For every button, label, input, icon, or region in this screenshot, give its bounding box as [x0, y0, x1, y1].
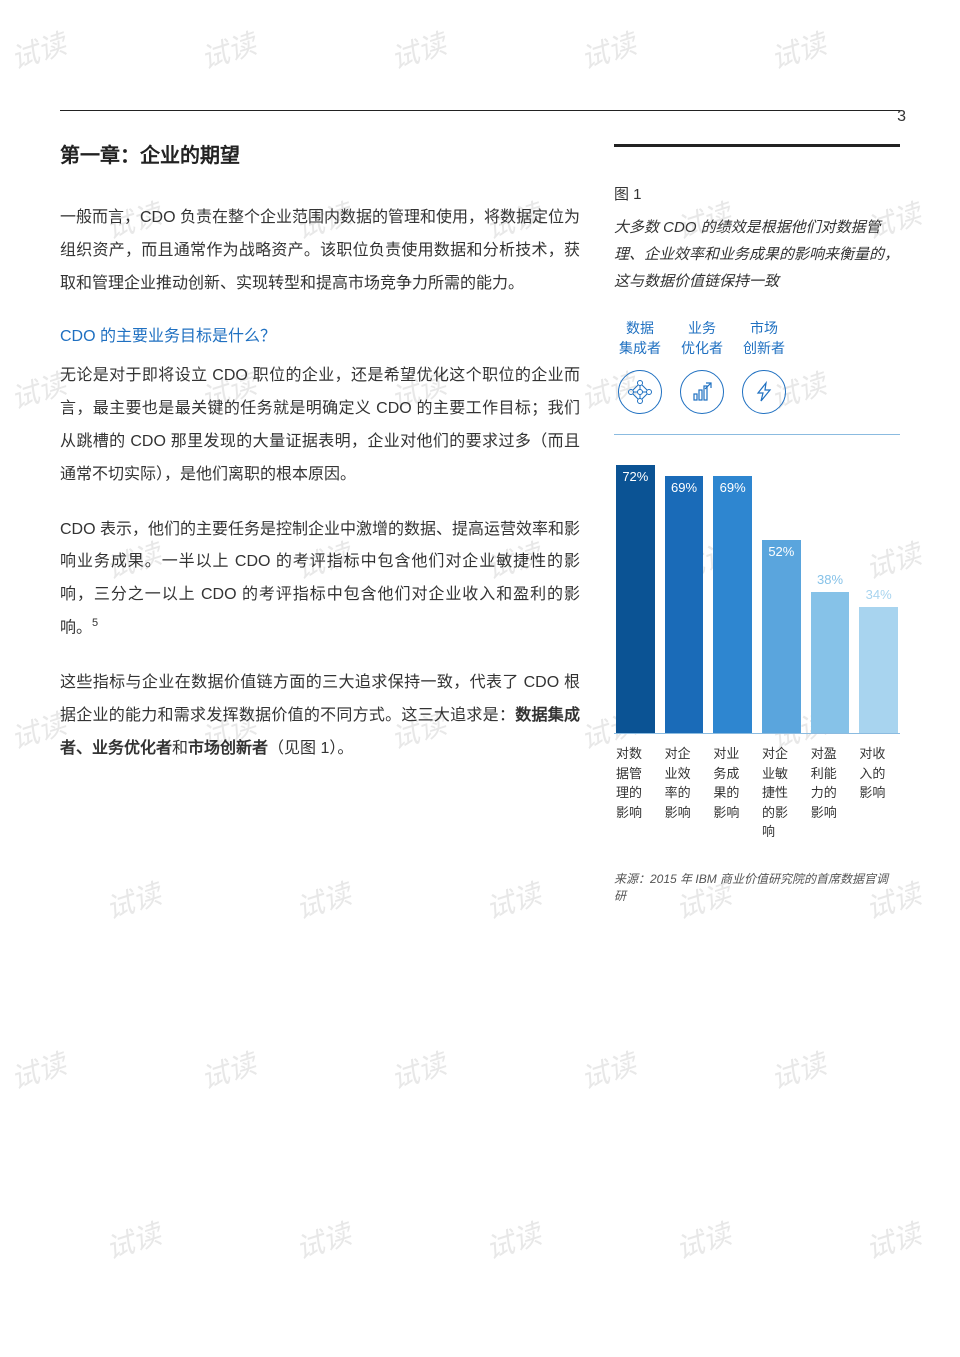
bar-chart: 72%69%69%52%38%34% [614, 434, 900, 734]
watermark: 试读 [765, 1042, 831, 1097]
bar-value-label: 38% [811, 572, 850, 587]
x-axis-label: 对业务成果的影响 [713, 744, 752, 842]
legend-item: 业务优化者 [680, 319, 724, 358]
chart-bar-column: 34% [859, 435, 898, 733]
watermark: 试读 [100, 1212, 166, 1267]
body-paragraph-3: 这些指标与企业在数据价值链方面的三大追求保持一致，代表了 CDO 根据企业的能力… [60, 667, 580, 765]
figure-caption: 大多数 CDO 的绩效是根据他们对数据管理、企业效率和业务成果的影响来衡量的，这… [614, 214, 900, 295]
body-text: 和 [172, 740, 188, 757]
watermark: 试读 [860, 1212, 926, 1267]
chart-bar: 38% [811, 592, 850, 734]
watermark: 试读 [670, 1212, 736, 1267]
body-paragraph-2: CDO 表示，他们的主要任务是控制企业中激增的数据、提高运营效率和影响业务成果。… [60, 514, 580, 646]
chart-x-labels: 对数据管理的影响对企业效率的影响对业务成果的影响对企业敏捷性的影响对盈利能力的影… [614, 744, 900, 842]
body-paragraph-1: 无论是对于即将设立 CDO 职位的企业，还是希望优化这个职位的企业而言，最主要也… [60, 360, 580, 491]
legend-icons [614, 370, 900, 414]
body-text: 这些指标与企业在数据价值链方面的三大追求保持一致，代表了 CDO 根据企业的能力… [60, 674, 580, 724]
bar-value-label: 52% [762, 544, 801, 559]
body-text: （见图 1）。 [268, 740, 353, 757]
legend-item: 市场创新者 [742, 319, 786, 358]
footnote-ref: 5 [92, 617, 98, 629]
watermark: 试读 [385, 1042, 451, 1097]
section-subhead: CDO 的主要业务目标是什么？ [60, 322, 580, 346]
chart-bar: 72% [616, 465, 655, 733]
chart-bar-column: 72% [616, 435, 655, 733]
chapter-title: 第一章：企业的期望 [60, 139, 580, 168]
x-axis-label: 对数据管理的影响 [616, 744, 655, 842]
growth-chart-icon [680, 370, 724, 414]
chart-bar-column: 52% [762, 435, 801, 733]
watermark: 试读 [480, 1212, 546, 1267]
page-number: 3 [897, 108, 906, 126]
intro-paragraph: 一般而言，CDO 负责在整个企业范围内数据的管理和使用，将数据定位为组织资产，而… [60, 202, 580, 300]
watermark: 试读 [5, 1042, 71, 1097]
watermark: 试读 [195, 1042, 261, 1097]
page-content: 3 第一章：企业的期望 一般而言，CDO 负责在整个企业范围内数据的管理和使用，… [0, 0, 960, 964]
chart-bar: 52% [762, 540, 801, 734]
chart-bar: 69% [713, 476, 752, 733]
emphasis-text: 市场创新者 [188, 740, 268, 757]
figure-column: 图 1 大多数 CDO 的绩效是根据他们对数据管理、企业效率和业务成果的影响来衡… [614, 139, 900, 904]
figure-label: 图 1 [614, 183, 900, 204]
x-axis-label: 对企业效率的影响 [665, 744, 704, 842]
x-axis-label: 对企业敏捷性的影响 [762, 744, 801, 842]
two-column-layout: 第一章：企业的期望 一般而言，CDO 负责在整个企业范围内数据的管理和使用，将数… [60, 110, 900, 904]
network-icon [618, 370, 662, 414]
bar-value-label: 69% [665, 480, 704, 495]
legend-item: 数据集成者 [618, 319, 662, 358]
body-text: CDO 表示，他们的主要任务是控制企业中激增的数据、提高运营效率和影响业务成果。… [60, 521, 580, 637]
main-text-column: 第一章：企业的期望 一般而言，CDO 负责在整个企业范围内数据的管理和使用，将数… [60, 139, 580, 904]
legend-labels: 数据集成者 业务优化者 市场创新者 [614, 319, 900, 358]
chart-bar-column: 69% [665, 435, 704, 733]
watermark: 试读 [290, 1212, 356, 1267]
figure-source: 来源：2015 年 IBM 商业价值研究院的首席数据官调研 [614, 870, 900, 904]
bar-value-label: 69% [713, 480, 752, 495]
chart-bar-column: 69% [713, 435, 752, 733]
chart-bar: 34% [859, 607, 898, 734]
x-axis-label: 对收入的影响 [859, 744, 898, 842]
watermark: 试读 [575, 1042, 641, 1097]
bar-value-label: 34% [859, 587, 898, 602]
chart-bar-column: 38% [811, 435, 850, 733]
x-axis-label: 对盈利能力的影响 [811, 744, 850, 842]
bar-value-label: 72% [616, 469, 655, 484]
column-rule [614, 144, 900, 147]
chart-bar: 69% [665, 476, 704, 733]
lightning-icon [742, 370, 786, 414]
